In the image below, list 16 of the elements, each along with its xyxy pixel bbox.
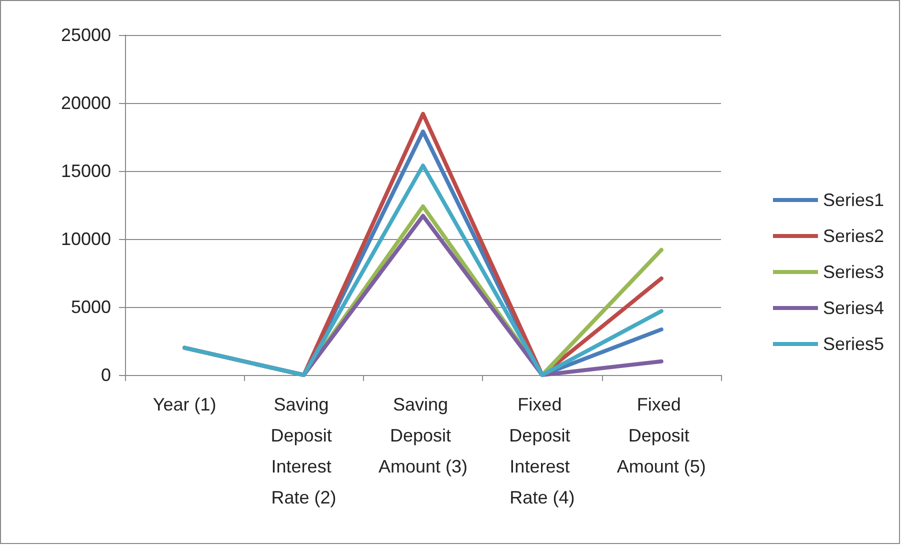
y-tick-label: 0 [100, 365, 111, 385]
y-tick-label: 25000 [60, 25, 111, 45]
y-tick-label: 10000 [60, 229, 111, 249]
y-tick-label: 20000 [60, 93, 111, 113]
y-tick-label: 5000 [70, 297, 111, 317]
x-tick-label: Saving Deposit Interest Rate (2) [270, 394, 337, 508]
x-tick-label: Year (1) [152, 394, 216, 414]
y-tick-label: 15000 [60, 161, 111, 181]
legend-label: Series3 [822, 262, 884, 282]
legend-label: Series5 [822, 334, 884, 354]
legend-label: Series1 [822, 190, 884, 210]
x-tick-label: Saving Deposit Amount (3) [378, 394, 468, 476]
legend-label: Series2 [822, 226, 884, 246]
x-tick-label: Fixed Deposit Amount (5) [616, 394, 706, 476]
legend-label: Series4 [822, 298, 884, 318]
x-tick-label: Fixed Deposit Interest Rate (4) [509, 394, 576, 508]
